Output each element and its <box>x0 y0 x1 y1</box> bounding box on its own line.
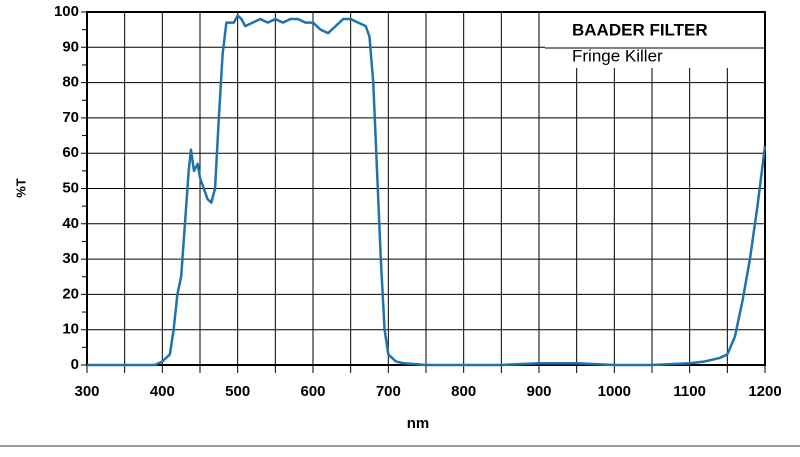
x-tick-label: 800 <box>451 383 476 400</box>
x-tick-label: 300 <box>74 383 99 400</box>
y-tick-label: 20 <box>62 285 79 302</box>
x-tick-label: 500 <box>225 383 250 400</box>
y-tick-label: 10 <box>62 321 79 338</box>
y-tick-label: 50 <box>62 179 79 196</box>
x-axis-label: nm <box>407 415 430 432</box>
y-tick-label: 80 <box>62 74 79 91</box>
data-line <box>87 14 767 367</box>
legend-box <box>545 13 764 68</box>
x-tick-label: 700 <box>376 383 401 400</box>
y-tick-label: 30 <box>62 250 79 267</box>
x-tick-label: 600 <box>300 383 325 400</box>
y-tick-label: 70 <box>62 109 79 126</box>
x-tick-label: 1000 <box>598 383 631 400</box>
y-axis-label: %T <box>13 178 28 198</box>
x-tick-label: 1200 <box>748 383 781 400</box>
annotation-subtitle: Fringe Killer <box>572 46 663 65</box>
x-tick-label: 900 <box>526 383 551 400</box>
y-tick-label: 60 <box>62 144 79 161</box>
y-tick-label: 40 <box>62 215 79 232</box>
x-tick-label: 1100 <box>673 383 706 400</box>
y-tick-label: 90 <box>62 38 79 55</box>
y-tick-label: 100 <box>54 3 79 20</box>
annotation-title: BAADER FILTER <box>572 20 708 39</box>
y-tick-label: 0 <box>71 356 79 373</box>
x-tick-label: 400 <box>150 383 175 400</box>
